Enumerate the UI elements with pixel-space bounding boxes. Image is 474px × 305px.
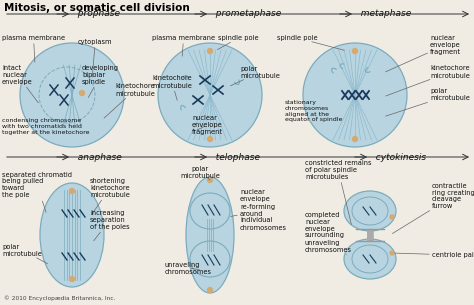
Circle shape <box>353 137 357 142</box>
Circle shape <box>208 137 212 142</box>
Text: polar
microtubule: polar microtubule <box>386 88 470 116</box>
Text: intact
nuclear
envelope: intact nuclear envelope <box>2 65 38 103</box>
Text: centriole pair: centriole pair <box>395 252 474 258</box>
Text: prophase: prophase <box>72 9 120 19</box>
Text: polar
microtubule: polar microtubule <box>2 243 47 264</box>
Text: telophase: telophase <box>210 152 260 162</box>
Ellipse shape <box>344 191 396 231</box>
Circle shape <box>390 251 394 255</box>
Text: nuclear
envelope
fragment: nuclear envelope fragment <box>385 35 461 72</box>
Ellipse shape <box>344 239 396 279</box>
Circle shape <box>70 277 74 282</box>
Circle shape <box>353 48 357 53</box>
Text: cytoplasm: cytoplasm <box>78 39 112 77</box>
Text: © 2010 Encyclopædia Britannica, Inc.: © 2010 Encyclopædia Britannica, Inc. <box>4 295 115 301</box>
Text: metaphase: metaphase <box>355 9 411 19</box>
Text: constricted remains
of polar spindle
microtubules: constricted remains of polar spindle mic… <box>305 160 372 224</box>
Ellipse shape <box>20 43 124 147</box>
Circle shape <box>80 91 84 95</box>
Text: polar
microtubule: polar microtubule <box>230 66 280 86</box>
Text: unraveling
chromosomes: unraveling chromosomes <box>165 261 212 274</box>
Ellipse shape <box>186 177 234 293</box>
Text: contractile
ring creating
cleavage
furrow: contractile ring creating cleavage furro… <box>392 182 474 234</box>
Text: increasing
separation
of the poles: increasing separation of the poles <box>90 210 129 241</box>
Text: spindle pole: spindle pole <box>277 35 344 50</box>
Text: stationary
chromosomes
aligned at the
equator of spindle: stationary chromosomes aligned at the eq… <box>285 100 342 122</box>
Text: separated chromatid
being pulled
toward
the pole: separated chromatid being pulled toward … <box>2 171 72 212</box>
Text: anaphase: anaphase <box>72 152 122 162</box>
Ellipse shape <box>158 43 262 147</box>
Text: cytokinesis: cytokinesis <box>370 152 426 162</box>
Text: plasma membrane: plasma membrane <box>152 35 215 56</box>
Circle shape <box>208 178 212 182</box>
Text: completed
nuclear
envelope
surrounding
unraveling
chromosomes: completed nuclear envelope surrounding u… <box>305 211 352 255</box>
Circle shape <box>208 288 212 292</box>
Text: Mitosis, or somatic cell division: Mitosis, or somatic cell division <box>4 3 190 13</box>
Circle shape <box>70 188 74 193</box>
Text: spindle pole: spindle pole <box>218 35 259 50</box>
Text: kinetochore
microtubule: kinetochore microtubule <box>152 76 192 100</box>
Text: shortening
kinetochore
microtubule: shortening kinetochore microtubule <box>90 178 130 215</box>
FancyBboxPatch shape <box>367 229 373 241</box>
Text: developing
bipolar
spindle: developing bipolar spindle <box>82 65 119 98</box>
Text: condensing chromosome
with two chromatids held
together at the kinetochore: condensing chromosome with two chromatid… <box>2 118 90 135</box>
Ellipse shape <box>303 43 407 147</box>
Text: nuclear
envelope
fragment: nuclear envelope fragment <box>192 115 223 135</box>
Circle shape <box>390 215 394 219</box>
Text: plasma membrane: plasma membrane <box>2 35 65 62</box>
Text: kinetochore
microtubule: kinetochore microtubule <box>386 66 470 96</box>
Text: nuclear
envelope
re-forming
around
individual
chromosomes: nuclear envelope re-forming around indiv… <box>231 189 287 231</box>
Circle shape <box>208 48 212 53</box>
Text: prometaphase: prometaphase <box>210 9 281 19</box>
Text: polar
microtubule: polar microtubule <box>180 166 220 180</box>
Ellipse shape <box>40 183 104 287</box>
Text: kinetochore
microtubule: kinetochore microtubule <box>104 84 155 118</box>
